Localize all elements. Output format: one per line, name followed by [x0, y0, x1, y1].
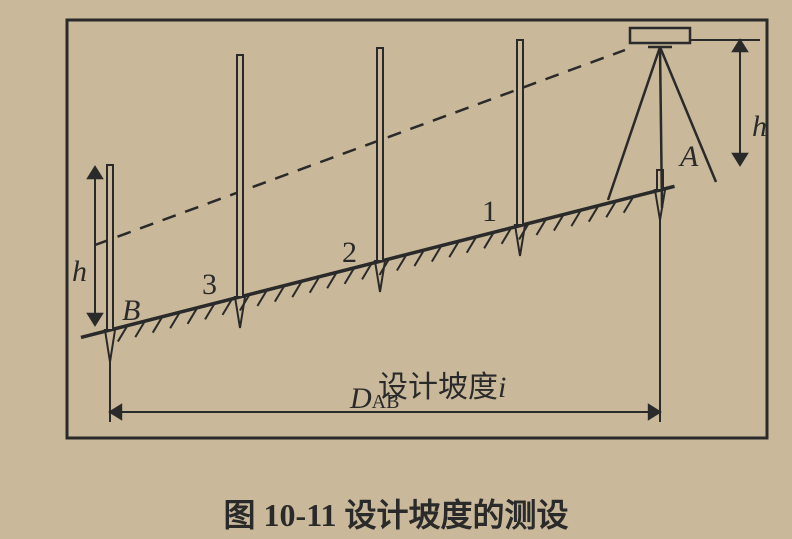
surveying-instrument	[608, 28, 716, 208]
label-stake-3: 3	[202, 268, 217, 302]
label-design-slope-i: i	[498, 371, 506, 404]
label-stake-1: 1	[482, 195, 497, 229]
label-h-right: h	[752, 110, 767, 144]
label-h-left: h	[72, 255, 87, 289]
label-design-slope-text: 设计坡度	[378, 371, 498, 404]
sight-line	[95, 50, 625, 245]
label-point-B: B	[122, 294, 140, 328]
diagram-svg	[0, 0, 792, 539]
figure-caption: 图 10-11 设计坡度的测设	[0, 490, 792, 536]
label-point-A: A	[680, 140, 698, 174]
dimension-h-left	[88, 167, 102, 325]
label-stake-2: 2	[342, 236, 357, 270]
figure-container: h h A B 1 2 3 DAB 设计坡度i 图 10-11 设计坡度的测设	[0, 0, 792, 539]
stakes	[105, 40, 665, 362]
label-design-slope: 设计坡度i	[378, 362, 506, 406]
